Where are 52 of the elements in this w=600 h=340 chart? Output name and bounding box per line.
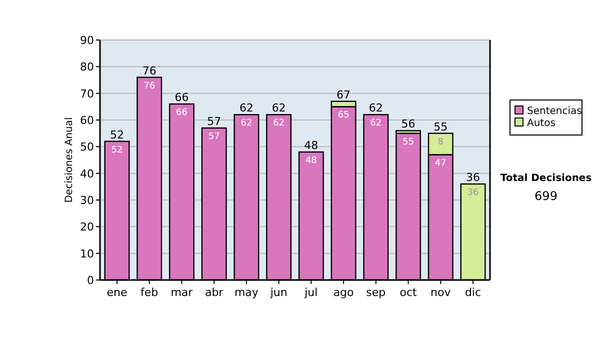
total-label: 55 xyxy=(434,120,448,134)
y-tick-label: 10 xyxy=(80,247,94,260)
x-tick-label: jul xyxy=(304,286,318,299)
y-tick-label: 0 xyxy=(87,274,94,287)
y-axis-title: Decisiones Anual xyxy=(64,117,75,203)
data-label: 62 xyxy=(240,118,252,129)
total-label: 57 xyxy=(207,115,222,128)
y-tick-label: 30 xyxy=(80,194,94,207)
data-label: 62 xyxy=(370,118,382,129)
legend-label: Autos xyxy=(527,118,556,129)
data-label: 65 xyxy=(338,110,350,121)
total-label: 62 xyxy=(272,102,286,115)
data-label: 48 xyxy=(305,156,318,166)
x-tick-label: oct xyxy=(400,286,418,299)
data-label: 36 xyxy=(467,188,480,198)
text: Total Decisiones xyxy=(500,173,592,184)
x-tick-label: jun xyxy=(269,286,288,299)
data-label: 47 xyxy=(434,158,446,169)
total-label: 66 xyxy=(174,91,189,104)
total-label: 67 xyxy=(336,88,351,102)
x-tick-label: sep xyxy=(366,286,386,299)
total-label: 36 xyxy=(466,171,480,184)
data-label: 76 xyxy=(144,81,156,92)
x-tick-label: dic xyxy=(464,286,482,299)
legend-label: Sentencias xyxy=(527,106,582,117)
x-tick-label: nov xyxy=(430,286,452,299)
total-label: 52 xyxy=(110,128,124,142)
x-tick-label: may xyxy=(234,286,259,299)
y-tick-label: 70 xyxy=(80,87,94,100)
x-tick-label: mar xyxy=(170,286,194,299)
x-tick-label: ago xyxy=(333,286,354,299)
y-tick-label: 40 xyxy=(80,167,94,180)
total-label: 62 xyxy=(239,102,254,115)
x-tick-label: ene xyxy=(106,286,128,299)
data-label: 52 xyxy=(111,145,123,156)
total-label: 48 xyxy=(304,139,318,152)
y-tick-label: 60 xyxy=(80,114,94,127)
data-label: 62 xyxy=(273,118,285,129)
data-label: 57 xyxy=(208,132,220,142)
y-tick-label: 80 xyxy=(80,60,94,74)
data-label: 8 xyxy=(438,137,444,148)
text: 699 xyxy=(534,189,558,203)
y-tick-label: 90 xyxy=(80,34,94,47)
data-label: 66 xyxy=(176,108,188,118)
y-tick-label: 50 xyxy=(80,140,94,154)
total-label: 62 xyxy=(368,102,383,115)
y-tick-label: 20 xyxy=(80,220,94,234)
total-label: 76 xyxy=(142,64,156,78)
data-label: 55 xyxy=(402,137,414,148)
total-label: 56 xyxy=(401,118,416,131)
x-tick-label: feb xyxy=(140,286,158,299)
x-tick-label: abr xyxy=(204,286,224,299)
